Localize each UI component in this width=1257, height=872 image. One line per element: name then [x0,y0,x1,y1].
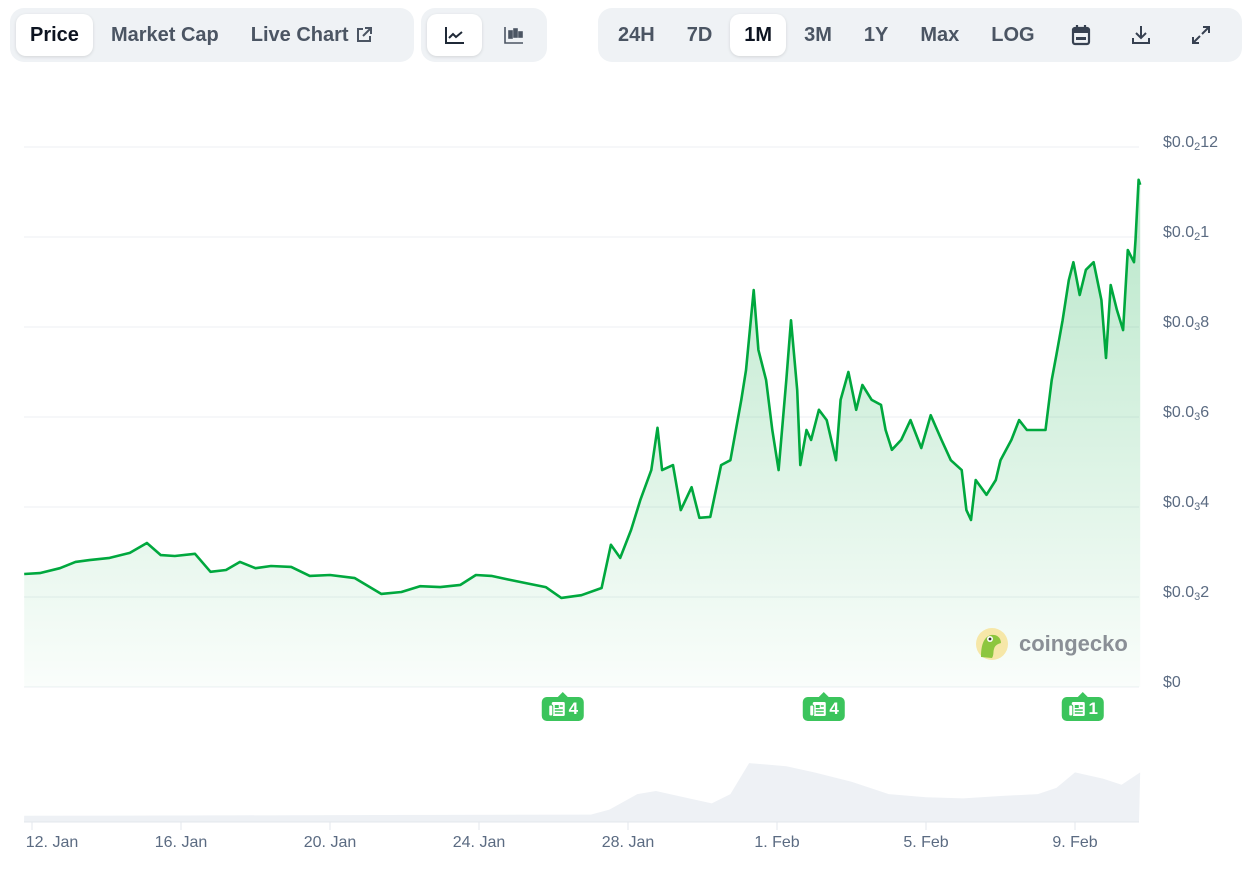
y-tick-label: $0.038 [1163,314,1209,333]
x-tick-label: 16. Jan [154,834,208,851]
calendar-button[interactable] [1053,14,1109,56]
y-tick-label: $0 [1163,674,1181,693]
y-tick-text: 4 [1200,494,1210,511]
y-tick-label: $0.036 [1163,404,1209,423]
y-tick-text: $0.0 [1163,494,1195,511]
range-1m[interactable]: 1M [730,14,787,56]
coingecko-logo-icon [976,628,1008,660]
y-tick-label: $0.032 [1163,584,1209,603]
news-count: 1 [1088,699,1098,718]
x-tick-label: 24. Jan [452,834,506,851]
price-line [24,178,1142,600]
y-tick-label: $0.0212 [1163,134,1218,153]
x-tick-label: 20. Jan [303,834,357,851]
x-tick-label: 1. Feb [754,834,800,851]
external-link-icon [356,27,372,42]
download-button[interactable] [1113,14,1169,56]
y-tick-text: $0.0 [1163,224,1195,241]
candlestick-icon [503,27,523,44]
y-tick-text: 3 [1194,411,1201,423]
y-tick-text: 8 [1200,314,1210,331]
volume-area [24,763,1141,822]
y-tick-text: 12 [1200,134,1219,151]
calendar-icon [1071,25,1090,46]
newspaper-icon [548,702,565,717]
y-tick-text: 3 [1194,321,1201,333]
fullscreen-button[interactable] [1173,14,1229,56]
news-badge[interactable]: 4 [541,692,585,721]
log-toggle[interactable]: LOG [991,23,1035,46]
newspaper-icon [1068,702,1085,717]
line-chart-icon [444,27,464,44]
live-chart-label: Live Chart [250,23,349,46]
y-tick-text: $0 [1163,674,1181,691]
line-chart-button[interactable] [427,14,482,56]
expand-icon [1191,26,1210,44]
y-tick-text: $0.0 [1163,314,1195,331]
y-tick-text: 3 [1194,591,1201,603]
x-tick-label: 28. Jan [601,834,655,851]
tab-price[interactable]: Price [16,14,93,56]
news-count: 4 [829,699,839,718]
x-tick-label: 5. Feb [903,834,949,851]
newspaper-icon [808,702,826,717]
range-7d[interactable]: 7D [686,23,713,46]
y-tick-text: $0.0 [1163,404,1195,421]
x-tick-label: 9. Feb [1052,834,1098,851]
range-3m[interactable]: 3M [804,23,832,46]
y-tick-text: 2 [1194,141,1201,153]
news-badge[interactable]: 1 [1061,692,1104,721]
range-group: 24H 7D 1M 3M 1Y Max LOG [598,8,1242,62]
coingecko-watermark: coingecko [975,627,1128,661]
news-badge[interactable]: 4 [802,692,845,721]
y-tick-text: 2 [1200,584,1210,601]
range-max[interactable]: Max [920,23,960,46]
range-24h[interactable]: 24H [618,23,655,46]
y-tick-text: $0.0 [1163,584,1195,601]
chart-type-group [421,8,547,62]
y-tick-text: 1 [1200,224,1210,241]
y-tick-label: $0.034 [1163,494,1209,513]
y-tick-label: $0.021 [1163,224,1209,243]
news-count: 4 [568,699,579,718]
range-1y[interactable]: 1Y [863,23,889,46]
price-area-fill [24,179,1141,688]
tab-live-chart[interactable]: Live Chart [237,14,387,56]
tab-market-cap[interactable]: Market Cap [110,23,219,46]
x-tick-label: 12. Jan [25,834,79,851]
y-tick-text: 3 [1194,501,1201,513]
y-tick-text: 6 [1200,404,1210,421]
watermark-text: coingecko [1019,631,1128,656]
candlestick-button[interactable] [486,14,541,56]
y-tick-text: 2 [1194,231,1201,243]
download-icon [1131,26,1150,44]
y-tick-text: $0.0 [1163,134,1195,151]
view-tabs: Price Market Cap Live Chart [10,8,414,62]
